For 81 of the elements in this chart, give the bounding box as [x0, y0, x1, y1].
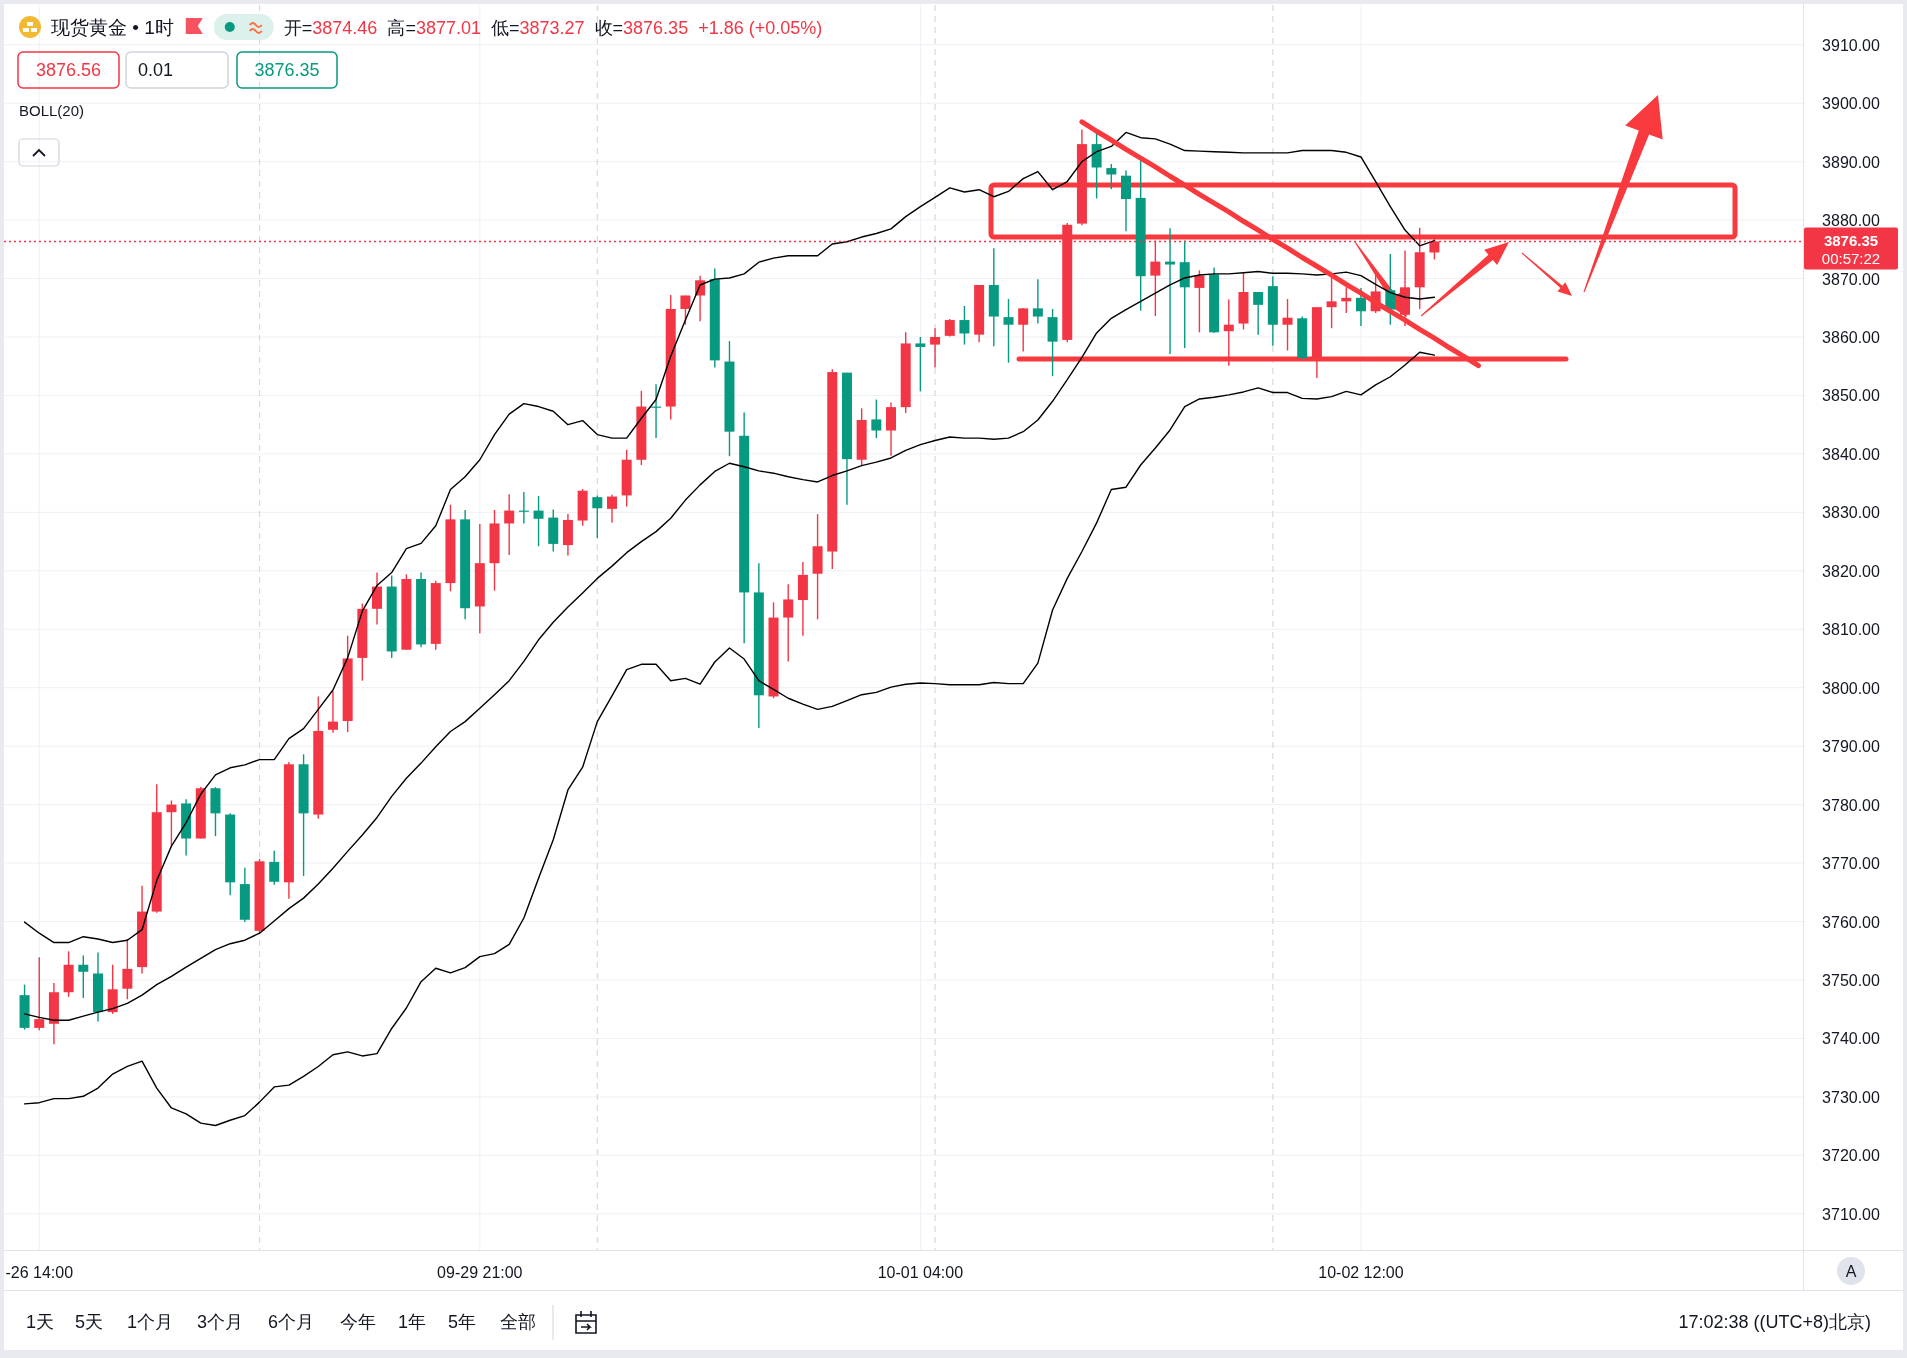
y-tick-label: 3840.00 [1822, 445, 1881, 463]
y-tick-label: 3910.00 [1822, 36, 1881, 54]
y-tick-label: 3740.00 [1822, 1030, 1881, 1048]
candlestick [915, 336, 926, 393]
candlestick [269, 850, 280, 886]
text: 1个月 [126, 1312, 174, 1332]
y-tick-label: 3800.00 [1822, 679, 1881, 697]
candlestick [107, 964, 118, 1015]
y-tick-label: 3790.00 [1822, 738, 1881, 756]
annotation: 0.01 [138, 60, 174, 80]
y-tick-label: 3730.00 [1822, 1088, 1881, 1106]
candlestick [871, 398, 882, 439]
y-tick-label: 3780.00 [1822, 796, 1881, 814]
candlestick [1223, 298, 1234, 367]
candlestick [1120, 169, 1131, 232]
text: 今年 [340, 1312, 376, 1332]
x-tick-label: -26 14:00 [5, 1264, 74, 1281]
annotation: 3876.56 [35, 60, 102, 80]
annotation: 3876.35 [254, 60, 320, 80]
y-tick-label: 3770.00 [1822, 855, 1881, 873]
candlestick [1355, 287, 1366, 327]
candlestick [78, 954, 89, 999]
candlestick [166, 799, 177, 847]
y-tick-label: 3850.00 [1822, 387, 1881, 405]
candlestick [680, 294, 691, 326]
candlestick [504, 493, 515, 556]
candlestick [959, 305, 970, 346]
text: 6个月 [267, 1312, 315, 1332]
y-tick-label: 3820.00 [1822, 562, 1881, 580]
candlestick [592, 494, 603, 539]
candlestick [533, 495, 544, 547]
y-tick-label: 3900.00 [1822, 95, 1881, 113]
candlestick [1106, 163, 1117, 190]
annotation: 高=3877.01 [387, 18, 481, 38]
text: 全部 [500, 1312, 536, 1332]
annotation: BOLL(20) [19, 102, 85, 119]
candlestick [1253, 291, 1264, 336]
candlestick [1018, 307, 1029, 353]
annotation: 低=3873.27 [490, 18, 585, 38]
x-tick-label: 10-02 12:00 [1318, 1264, 1404, 1281]
y-tick-label: 3760.00 [1822, 913, 1881, 931]
text: 5天 [74, 1312, 104, 1332]
candlestick [1003, 298, 1014, 364]
candlestick [606, 494, 617, 524]
candlestick [122, 938, 133, 1000]
y-tick-label: 3720.00 [1822, 1147, 1881, 1165]
text: 1年 [397, 1312, 427, 1332]
candlestick [1091, 132, 1102, 200]
y-tick-label: 3810.00 [1822, 621, 1881, 639]
y-tick-label: 3750.00 [1822, 971, 1881, 989]
text: 17:02:38 ((UTC+8)北京) [1678, 1312, 1871, 1332]
ref-line-label: 3876.35 [1823, 232, 1879, 250]
text: 1天 [25, 1312, 55, 1332]
text: 00:57:22 [1821, 250, 1881, 268]
y-tick-label: 3710.00 [1822, 1205, 1881, 1223]
candlestick [1326, 277, 1337, 329]
text: 3个月 [196, 1312, 244, 1332]
candlestick [327, 690, 338, 734]
annotation: 收=3876.35 [594, 18, 689, 38]
candlestick [886, 401, 897, 457]
text: 5年 [447, 1312, 477, 1332]
y-tick-label: 3830.00 [1822, 504, 1881, 522]
candlestick [1165, 227, 1176, 355]
text: A [1845, 1263, 1857, 1280]
text: 现货黄金 • 1时 [51, 17, 174, 38]
line-series [23, 351, 1436, 1127]
y-tick-label: 3880.00 [1822, 212, 1881, 230]
y-tick-label: 3860.00 [1822, 329, 1881, 346]
candlestick [372, 571, 383, 626]
candlestick [1032, 278, 1043, 325]
candlestick [1282, 298, 1293, 352]
y-tick-label: 3870.00 [1822, 270, 1881, 288]
candlestick [34, 956, 45, 1031]
candlestick [1194, 269, 1205, 334]
annotation: 开=3874.46 [283, 18, 378, 38]
candlestick [783, 583, 794, 663]
x-tick-label: 10-01 04:00 [877, 1264, 964, 1281]
y-tick-label: 3890.00 [1822, 153, 1881, 171]
candlestick [930, 327, 941, 369]
annotation: +1.86 (+0.05%) [698, 18, 823, 38]
x-tick-label: 09-29 21:00 [437, 1264, 523, 1281]
